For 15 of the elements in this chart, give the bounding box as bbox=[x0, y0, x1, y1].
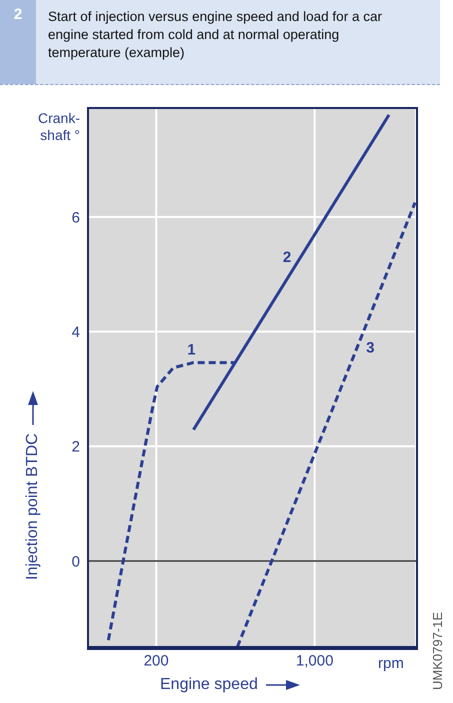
x-tick-label: 200 bbox=[144, 652, 169, 670]
series-label: 1 bbox=[187, 341, 196, 358]
series-label: 3 bbox=[366, 339, 374, 356]
y-tick-label: 2 bbox=[72, 438, 80, 456]
text: rpm bbox=[378, 655, 404, 672]
chart-title: Start of injection versus engine speed and load for a car engine started from cold and at normal operating temperature (example) bbox=[48, 8, 383, 62]
x-tick-label: 1,000 bbox=[296, 652, 334, 670]
text: Crank-shaft ° bbox=[36, 110, 80, 144]
x-axis-title: Engine speed bbox=[160, 676, 258, 694]
text: UMK0797-1E bbox=[430, 612, 445, 690]
y-tick-label: 4 bbox=[72, 324, 80, 341]
y-tick-label: 0 bbox=[72, 553, 80, 570]
y-axis-title: Injection point BTDC bbox=[24, 433, 42, 580]
y-tick-label: 6 bbox=[72, 209, 80, 226]
series-label: 2 bbox=[282, 248, 292, 266]
